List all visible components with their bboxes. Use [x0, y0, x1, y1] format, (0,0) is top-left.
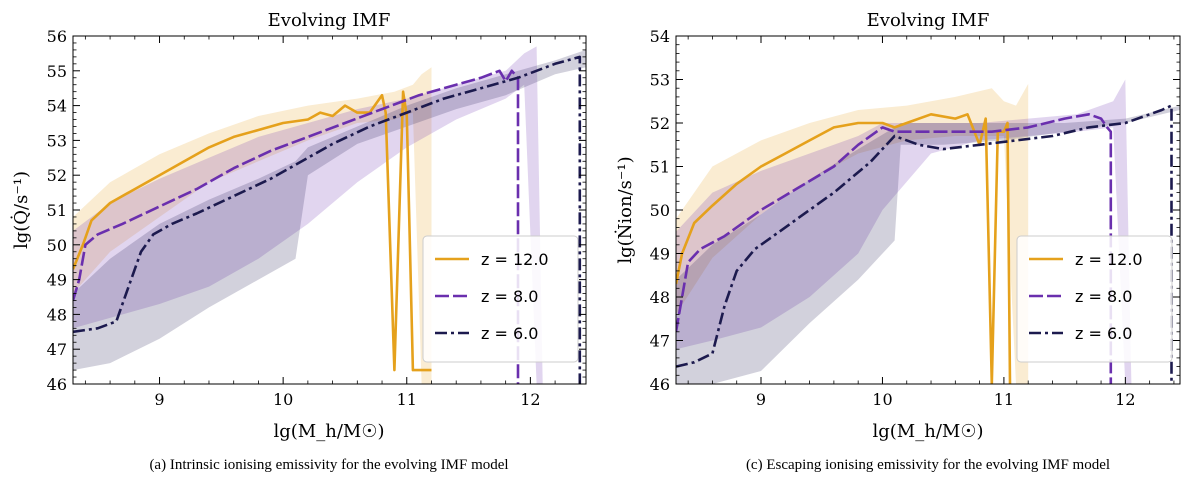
legend-label: z = 6.0: [1075, 324, 1132, 343]
band-series-2: [73, 49, 586, 371]
y-tick-label: 49: [47, 271, 67, 290]
chart-title: Evolving IMF: [867, 10, 990, 31]
legend: z = 12.0 z = 8.0 z = 6.0: [422, 235, 579, 363]
x-tick-label: 9: [756, 390, 766, 409]
chart-panel-intrinsic: Evolving IMF 9 10 11 12 46 47 48 49 50 51 52 53 54 55…: [10, 10, 587, 473]
legend: z = 12.0 z = 8.0 z = 6.0: [1016, 235, 1173, 363]
x-tick-label: 10: [273, 390, 293, 409]
figure-caption: (a) Intrinsic ionising emissivity for th…: [149, 457, 508, 473]
legend-box: [422, 235, 579, 363]
line-series-1: [676, 113, 1113, 384]
y-axis-label: lg(Ṅion/s⁻¹): [613, 156, 636, 263]
y-tick-label: 54: [650, 27, 670, 46]
y-tick-label: 51: [650, 158, 670, 177]
y-tick-label: 49: [650, 245, 670, 264]
chart-panel-escaping: Evolving IMF 9 10 11 12 46 47 48 49 50 51 52 53 54 l…: [613, 10, 1181, 473]
y-tick-label: 46: [650, 375, 670, 394]
line-series-0: [676, 113, 1012, 384]
band-series-1: [73, 46, 543, 384]
y-tick-label: 48: [47, 305, 67, 324]
figure-caption: (c) Escaping ionising emissivity for the…: [746, 457, 1110, 473]
line-series-1: [73, 69, 520, 384]
y-tick-label: 50: [47, 236, 67, 255]
x-tick-label: 10: [872, 390, 892, 409]
legend-label: z = 6.0: [481, 324, 538, 343]
y-tick-label: 50: [650, 201, 670, 220]
line-series-2: [73, 55, 582, 384]
y-tick-label: 47: [650, 332, 670, 351]
x-tick-label: 11: [397, 390, 417, 409]
y-axis-label: lg(Q̇/s⁻¹): [10, 171, 32, 249]
x-tick-label: 9: [154, 390, 164, 409]
x-axis-label: lg(M_h/M☉): [274, 421, 385, 442]
line-series-0: [73, 90, 432, 372]
x-tick-label: 12: [520, 390, 540, 409]
band-series-1: [676, 79, 1132, 384]
y-tick-label: 47: [47, 340, 67, 359]
y-tick-label: 54: [47, 97, 67, 116]
x-axis-label: lg(M_h/M☉): [873, 421, 984, 442]
y-tick-label: 56: [47, 27, 67, 46]
chart-title: Evolving IMF: [268, 10, 391, 31]
line-series-2: [676, 104, 1173, 384]
legend-box: [1016, 235, 1173, 363]
x-tick-label: 11: [994, 390, 1014, 409]
legend-label: z = 8.0: [481, 287, 538, 306]
legend-label: z = 12.0: [481, 250, 549, 269]
y-tick-label: 55: [47, 62, 67, 81]
legend-label: z = 8.0: [1075, 287, 1132, 306]
y-tick-label: 48: [650, 288, 670, 307]
y-tick-label: 53: [650, 71, 670, 90]
y-tick-label: 51: [47, 201, 67, 220]
band-series-2: [676, 105, 1180, 384]
y-tick-label: 53: [47, 131, 67, 150]
legend-label: z = 12.0: [1075, 250, 1143, 269]
y-tick-label: 52: [650, 114, 670, 133]
y-tick-label: 52: [47, 166, 67, 185]
band-series-0: [676, 83, 1029, 384]
y-tick-label: 46: [47, 375, 67, 394]
x-tick-label: 12: [1115, 390, 1135, 409]
